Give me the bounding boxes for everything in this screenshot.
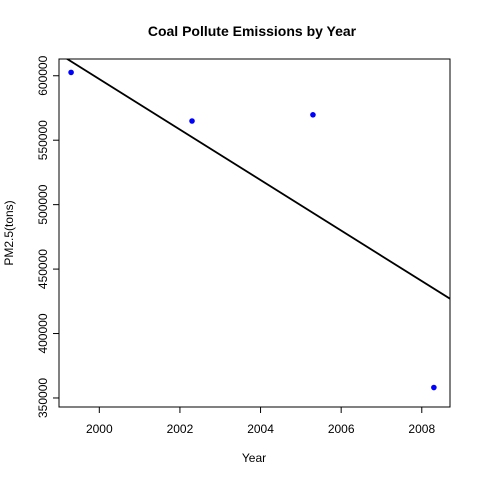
y-tick-label: 350000 — [36, 378, 50, 418]
x-tick-label: 2000 — [86, 422, 113, 436]
x-axis: 2000 2002 2004 2006 2008 — [86, 407, 435, 436]
y-tick-label: 550000 — [36, 120, 50, 160]
data-point — [310, 112, 316, 118]
y-axis: 350000 400000 450000 500000 550000 600000 — [36, 55, 59, 418]
data-point — [68, 69, 74, 76]
trend-line — [65, 59, 450, 300]
plot-content — [65, 59, 450, 391]
x-axis-label: Year — [242, 451, 266, 465]
x-tick-label: 2004 — [247, 422, 274, 436]
data-point — [431, 384, 437, 391]
y-tick-label: 400000 — [36, 313, 50, 353]
y-tick-label: 450000 — [36, 249, 50, 289]
y-tick-label: 600000 — [36, 55, 50, 95]
x-tick-label: 2006 — [328, 422, 355, 436]
x-tick-label: 2002 — [167, 422, 194, 436]
plot-area — [58, 58, 451, 408]
data-point — [189, 118, 195, 124]
y-axis-label: PM2.5(tons) — [2, 200, 16, 265]
x-tick-label: 2008 — [408, 422, 435, 436]
y-tick-label: 500000 — [36, 184, 50, 224]
chart-title: Coal Pollute Emissions by Year — [148, 23, 357, 39]
